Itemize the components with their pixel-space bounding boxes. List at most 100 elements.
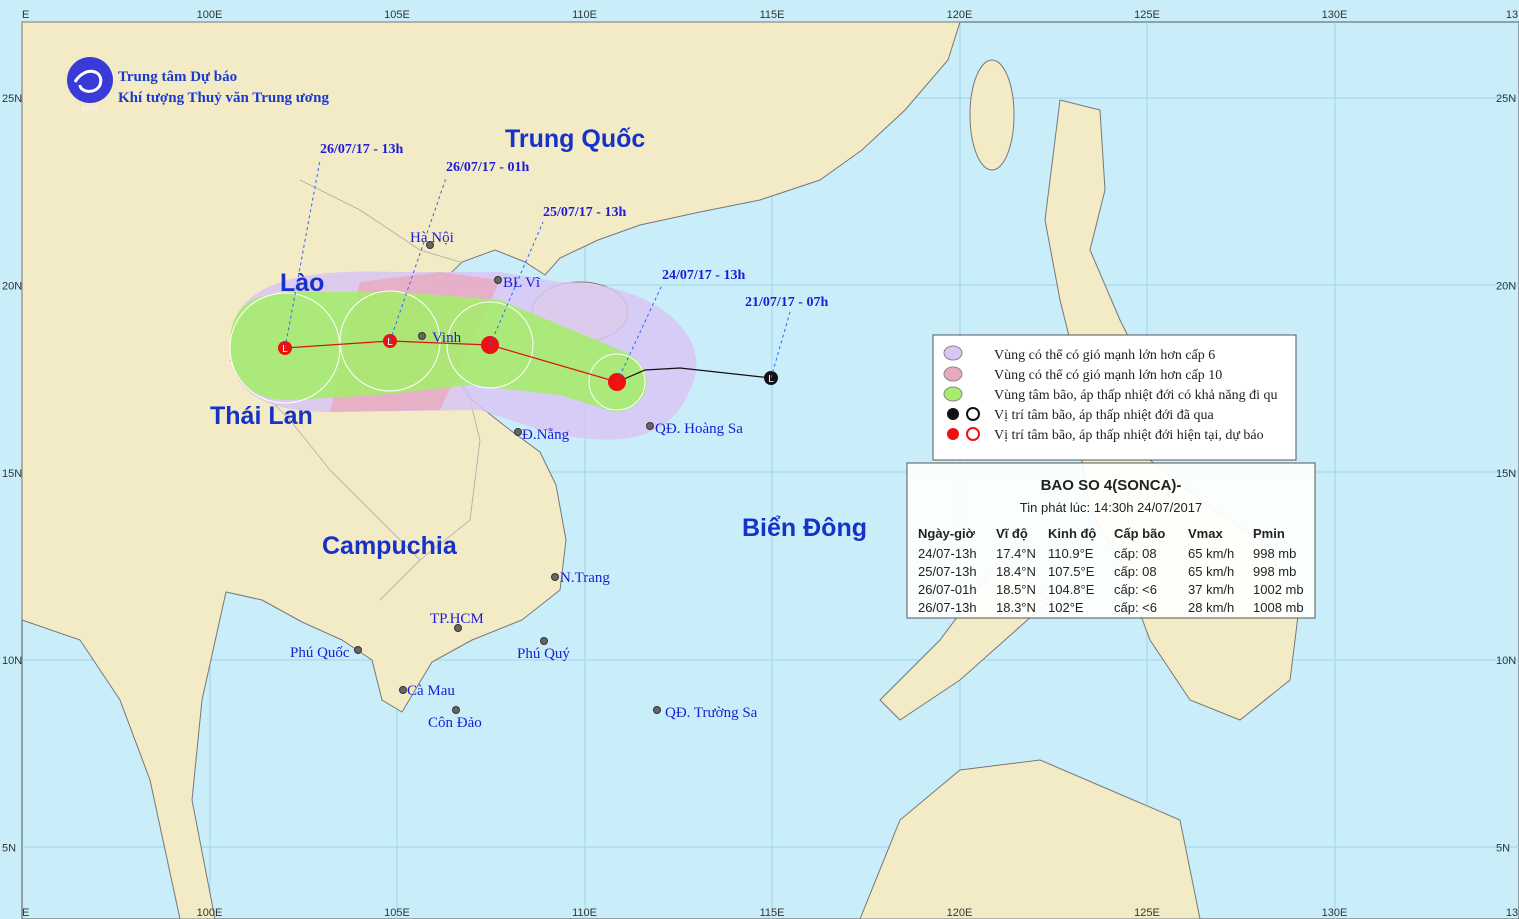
place-label: QĐ. Hoàng Sa [655,421,743,437]
lon-label: 125E [1134,9,1160,21]
lon-label: 105E [384,907,410,919]
info-cell: 18.5°N [996,582,1036,597]
place-dot [540,637,548,645]
place-label: Hà Nội [410,230,454,246]
info-cell: 65 km/h [1188,546,1234,561]
org-name: Khí tượng Thuỷ văn Trung ương [118,90,329,106]
place-dot [514,428,522,436]
place-dot [418,332,426,340]
place-dot [426,241,434,249]
info-cell: 102°E [1048,600,1084,615]
svg-text:L: L [282,344,288,355]
track-label: 21/07/17 - 07h [745,295,828,310]
svg-text:L: L [768,374,774,385]
svg-text:L: L [387,337,393,348]
lon-label: 115E [760,9,785,21]
place-label: Phú Quý [517,646,570,662]
info-title: BAO SO 4(SONCA)- [1041,477,1182,494]
info-cell: 998 mb [1253,564,1296,579]
place-label: Đ.Nẵng [522,427,570,443]
info-column: Cấp bão [1114,526,1165,541]
info-cell: 26/07-01h [918,582,977,597]
lat-label: 15N [1496,468,1516,480]
forecast-cone [229,271,697,440]
legend-item: Vùng có thể có gió mạnh lớn hơn cấp 6 [994,348,1215,363]
info-column: Pmin [1253,526,1285,541]
lon-label: 120E [947,907,973,919]
lon-label: 13 [1506,9,1518,21]
country-label: Trung Quốc [505,125,645,153]
lon-label: 110E [572,907,597,919]
past-track [616,367,772,383]
info-cell: 28 km/h [1188,600,1234,615]
lon-label: 100E [197,907,223,919]
info-cell: 104.8°E [1048,582,1095,597]
place-dot [454,624,462,632]
lon-label: 120E [947,9,973,21]
forecast-track [284,340,618,383]
lon-label: 100E [197,9,223,21]
info-cell: cấp: <6 [1114,582,1157,597]
lat-label: 10N [2,655,22,667]
lat-label: 20N [1496,280,1516,292]
info-cell: 24/07-13h [918,546,977,561]
place-label: TP.HCM [430,611,484,627]
track-label: 26/07/17 - 13h [320,142,403,157]
lat-label: 5N [2,843,16,855]
info-cell: 107.5°E [1048,564,1095,579]
lon-label: 115E [760,907,785,919]
logo [67,57,113,103]
place-dot [399,686,407,694]
legend-item: Vùng có thể có gió mạnh lớn hơn cấp 10 [994,368,1222,383]
place-label: N.Trang [560,570,610,586]
country-label: Thái Lan [210,402,313,430]
legend-box [932,334,1297,461]
country-label: Biển Đông [742,514,867,542]
place-label: Côn Đảo [428,715,482,731]
lon-label: 110E [572,9,597,21]
info-cell: cấp: 08 [1114,564,1157,579]
info-cell: 1002 mb [1253,582,1304,597]
place-dot [653,706,661,714]
info-column: Ngày-giờ [918,526,976,541]
info-cell: 1008 mb [1253,600,1304,615]
lon-label: 13 [1506,907,1518,919]
place-dot [494,276,502,284]
track-label: 24/07/17 - 13h [662,268,745,283]
info-cell: 18.3°N [996,600,1036,615]
info-cell: 17.4°N [996,546,1036,561]
lon-label: 130E [1322,9,1348,21]
lon-label: 125E [1134,907,1160,919]
place-label: Vinh [432,330,462,346]
info-cell: 25/07-13h [918,564,977,579]
lon-label: 130E [1322,907,1348,919]
lat-label: 25N [1496,93,1516,105]
info-cell: cấp: <6 [1114,600,1157,615]
lat-label: 15N [2,468,22,480]
place-dot [354,646,362,654]
info-cell: 26/07-13h [918,600,977,615]
info-box [906,462,1316,619]
info-issued: Tin phát lúc: 14:30h 24/07/2017 [1020,500,1202,515]
info-cell: 18.4°N [996,564,1036,579]
country-label: Lào [280,269,324,297]
place-dot [452,706,460,714]
track-label: 25/07/17 - 13h [543,205,626,220]
lon-label: E [22,9,29,21]
legend-icons [943,345,980,441]
lat-label: 20N [2,280,22,292]
lat-label: 10N [1496,655,1516,667]
info-column: Vĩ độ [996,526,1028,541]
info-cell: 37 km/h [1188,582,1234,597]
lon-label: E [22,907,29,919]
track-label: 26/07/17 - 01h [446,160,529,175]
lat-label: 5N [1496,843,1510,855]
info-cell: cấp: 08 [1114,546,1157,561]
info-cell: 998 mb [1253,546,1296,561]
lat-label: 25N [2,93,22,105]
place-dot [646,422,654,430]
info-cell: 110.9°E [1048,546,1094,561]
lon-label: 105E [384,9,410,21]
place-dot [551,573,559,581]
